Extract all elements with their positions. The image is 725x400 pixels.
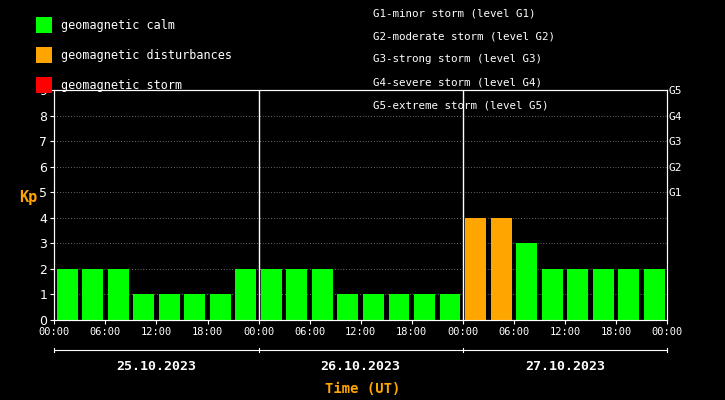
Bar <box>542 269 563 320</box>
Bar <box>644 269 665 320</box>
Text: G5-extreme storm (level G5): G5-extreme storm (level G5) <box>373 100 549 110</box>
Bar <box>133 294 154 320</box>
Text: G2-moderate storm (level G2): G2-moderate storm (level G2) <box>373 32 555 42</box>
Bar <box>567 269 588 320</box>
Bar <box>184 294 205 320</box>
Bar <box>82 269 103 320</box>
Bar <box>516 243 537 320</box>
Bar <box>108 269 128 320</box>
Bar <box>618 269 639 320</box>
Text: Time (UT): Time (UT) <box>325 382 400 396</box>
Bar <box>465 218 486 320</box>
Text: geomagnetic storm: geomagnetic storm <box>61 78 182 92</box>
Bar <box>312 269 333 320</box>
Bar <box>337 294 358 320</box>
Bar <box>261 269 282 320</box>
Bar <box>210 294 231 320</box>
Bar <box>491 218 512 320</box>
Bar <box>439 294 460 320</box>
Bar <box>389 294 410 320</box>
Bar <box>236 269 256 320</box>
Y-axis label: Kp: Kp <box>19 190 38 205</box>
Bar <box>159 294 180 320</box>
Text: G4-severe storm (level G4): G4-severe storm (level G4) <box>373 77 542 87</box>
Bar <box>57 269 78 320</box>
Text: geomagnetic calm: geomagnetic calm <box>61 18 175 32</box>
Bar <box>363 294 384 320</box>
Text: 25.10.2023: 25.10.2023 <box>117 360 196 372</box>
Text: G3-strong storm (level G3): G3-strong storm (level G3) <box>373 54 542 64</box>
Bar <box>286 269 307 320</box>
Bar <box>593 269 613 320</box>
Text: geomagnetic disturbances: geomagnetic disturbances <box>61 48 232 62</box>
Text: G1-minor storm (level G1): G1-minor storm (level G1) <box>373 9 536 19</box>
Text: 26.10.2023: 26.10.2023 <box>320 360 401 372</box>
Text: 27.10.2023: 27.10.2023 <box>525 360 605 372</box>
Bar <box>414 294 435 320</box>
